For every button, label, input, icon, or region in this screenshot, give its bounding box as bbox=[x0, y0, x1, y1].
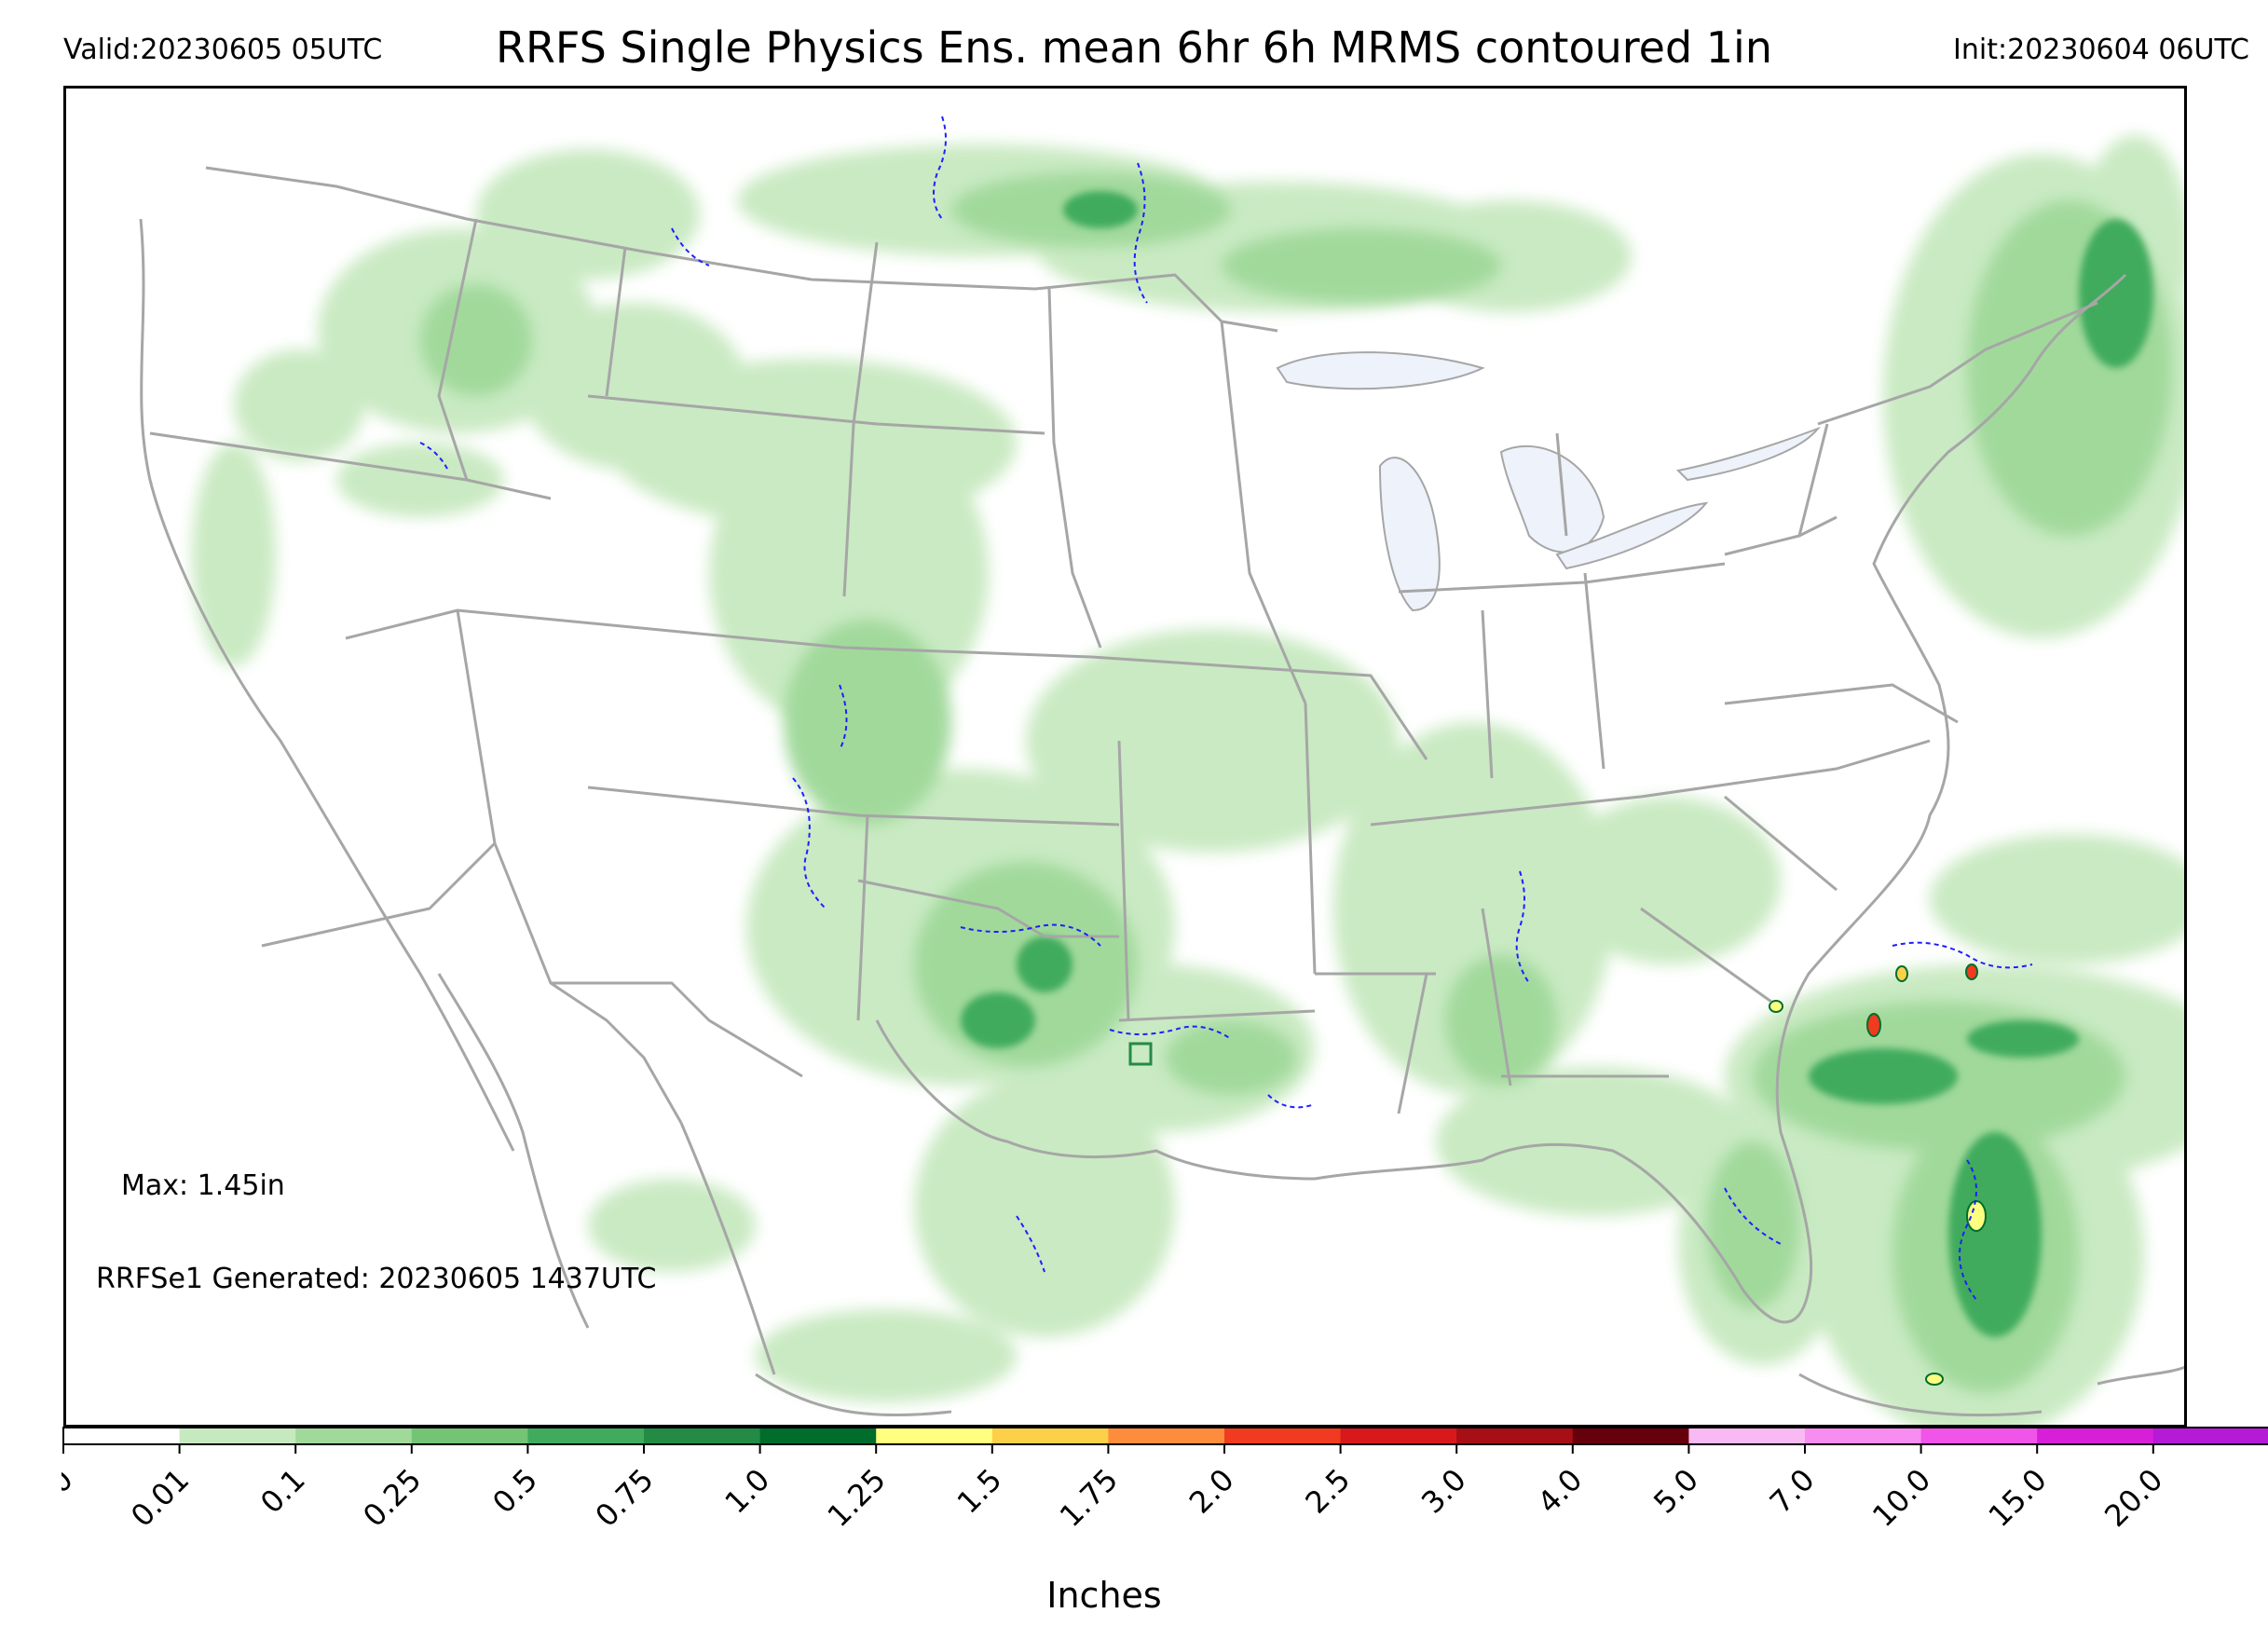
colorbar-segment bbox=[2037, 1428, 2154, 1444]
colorbar-tick-label: 0.75 bbox=[588, 1462, 660, 1534]
colorbar-segment bbox=[876, 1428, 993, 1444]
state-borders bbox=[139, 166, 2184, 1417]
great-lakes bbox=[1276, 351, 1822, 612]
mrms-1in-contours bbox=[419, 116, 2033, 1301]
colorbar-segment bbox=[644, 1428, 761, 1444]
colorbar-tick-label: 20.0 bbox=[2097, 1462, 2169, 1534]
colorbar-segment bbox=[295, 1428, 413, 1444]
colorbar-tick-label: 3.0 bbox=[1414, 1462, 1473, 1521]
colorbar-tick-label: 1.5 bbox=[950, 1462, 1009, 1521]
colorbar-title: Inches bbox=[1046, 1575, 1162, 1616]
colorbar-segment bbox=[527, 1428, 645, 1444]
generated-label: RRFSe1 Generated: 20230605 1437UTC bbox=[96, 1263, 657, 1295]
colorbar-tick-label: 2.0 bbox=[1182, 1462, 1241, 1521]
colorbar-tick-label: 7.0 bbox=[1763, 1462, 1822, 1521]
colorbar-tick-label: 1.0 bbox=[717, 1462, 776, 1521]
colorbar-outline bbox=[62, 1427, 2268, 1445]
colorbar-segment bbox=[1224, 1428, 1342, 1444]
colorbar-segment bbox=[1340, 1428, 1457, 1444]
colorbar-tick-label: 1.75 bbox=[1053, 1462, 1125, 1534]
colorbar-segment bbox=[1108, 1428, 1225, 1444]
map-canvas bbox=[139, 116, 2184, 1425]
colorbar-segment bbox=[1920, 1428, 2038, 1444]
colorbar-segment bbox=[1456, 1428, 1574, 1444]
colorbar-tick-label: 0.5 bbox=[485, 1462, 544, 1521]
colorbar-tick-label: 4.0 bbox=[1531, 1462, 1590, 1521]
max-location-box bbox=[1128, 1042, 1153, 1066]
colorbar-segment bbox=[759, 1428, 877, 1444]
precip-heavy-fields bbox=[961, 191, 2153, 1337]
colorbar-segments bbox=[62, 1427, 2268, 1445]
colorbar-segment bbox=[991, 1428, 1109, 1444]
precip-colorbar: 0.0 0.01 0.1 0.25 0.5 0.75 1.0 1.25 1.5 1.75 2.0 2.… bbox=[61, 1427, 2268, 1534]
colorbar-tick-label: 0.0 bbox=[61, 1462, 80, 1521]
colorbar-tick-label: 5.0 bbox=[1646, 1462, 1705, 1521]
colorbar-segment bbox=[1805, 1428, 1922, 1444]
map-title: RRFS Single Physics Ens. mean 6hr 6h MRM… bbox=[496, 22, 1772, 73]
precip-peak-cells bbox=[1769, 964, 1987, 1386]
colorbar-tick-label: 10.0 bbox=[1865, 1462, 1937, 1534]
colorbar-segment bbox=[63, 1428, 181, 1444]
colorbar-tick-label: 0.01 bbox=[124, 1462, 196, 1534]
max-value-label: Max: 1.45in bbox=[121, 1169, 285, 1202]
colorbar-segment bbox=[2152, 1428, 2268, 1444]
init-time-label: Init:20230604 06UTC bbox=[1953, 34, 2249, 66]
colorbar-tick-label: 0.25 bbox=[356, 1462, 428, 1534]
colorbar-segment bbox=[411, 1428, 528, 1444]
valid-time-label: Valid:20230605 05UTC bbox=[63, 34, 383, 66]
colorbar-tick-label: 0.1 bbox=[253, 1462, 312, 1521]
colorbar-tick-label: 2.5 bbox=[1298, 1462, 1357, 1521]
colorbar-segment bbox=[1688, 1428, 1806, 1444]
colorbar-ticks: 0.0 0.01 0.1 0.25 0.5 0.75 1.0 1.25 1.5 1.75 2.0 2.… bbox=[61, 1444, 2169, 1534]
precipitation-map bbox=[63, 86, 2187, 1428]
colorbar-tick-label: 15.0 bbox=[1982, 1462, 2054, 1534]
colorbar-tick-label: 1.25 bbox=[821, 1462, 893, 1534]
colorbar-segment bbox=[1572, 1428, 1689, 1444]
colorbar-segment bbox=[179, 1428, 296, 1444]
